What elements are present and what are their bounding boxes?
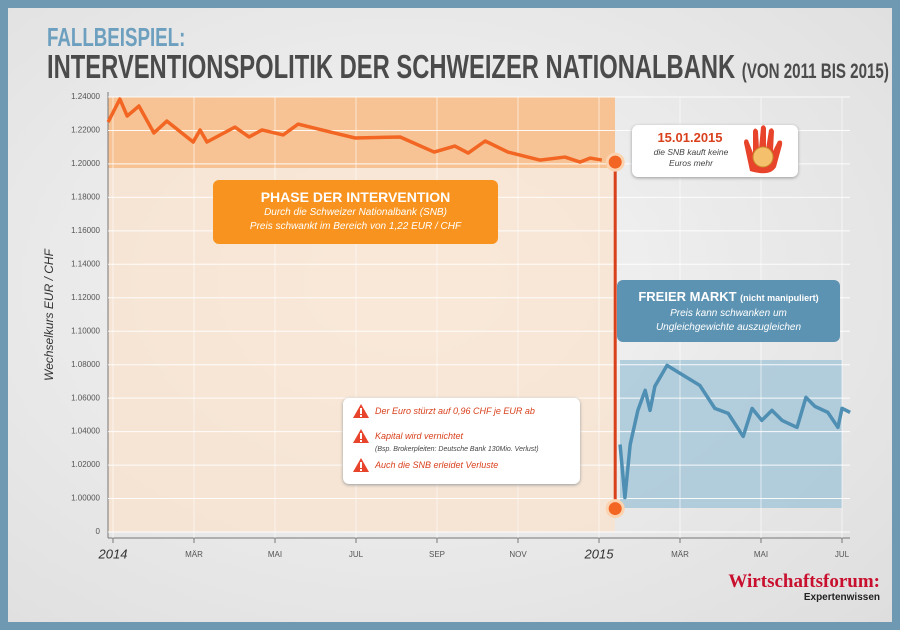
x-tick-label: 2015 — [584, 546, 615, 561]
free-line: Ungleichgewichte auszugleichen — [655, 322, 802, 333]
x-tick-label: MAI — [268, 550, 282, 559]
kicker-wrap: FALLBEISPIEL: — [47, 22, 347, 52]
phase-intervention: PHASE DER INTERVENTION Durch die Schweiz… — [213, 180, 498, 244]
y-tick-label: 1.24000 — [71, 92, 100, 101]
y-tick-label: 1.00000 — [71, 494, 100, 503]
x-tick-label: MÄR — [185, 550, 203, 559]
x-tick-label: NOV — [509, 550, 527, 559]
x-tick-label: MAI — [754, 550, 768, 559]
logo-name: Wirtschaftsforum: — [728, 571, 880, 592]
x-tick-label: MÄR — [671, 550, 689, 559]
y-tick-label: 1.10000 — [71, 326, 100, 335]
y-tick-label: 1.06000 — [71, 393, 100, 402]
free-line: Preis kann schwanken um — [670, 308, 787, 319]
y-tick-label: 1.12000 — [71, 293, 100, 302]
x-tick-label: SEP — [429, 550, 445, 559]
warning-icon — [353, 458, 369, 472]
warning-text: Der Euro stürzt auf 0,96 CHF je EUR ab — [375, 406, 535, 416]
y-tick-label: 1.18000 — [71, 192, 100, 201]
logo: Wirtschaftsforum: Expertenwissen — [700, 571, 880, 604]
free-title: FREIER MARKT — [638, 289, 737, 304]
x-tick-label: JUL — [835, 550, 850, 559]
y-tick-label: 1.14000 — [71, 259, 100, 268]
line-series — [618, 363, 851, 500]
x-tick-label: 2014 — [98, 546, 128, 561]
event-dot — [605, 499, 625, 519]
line-series — [106, 97, 603, 164]
warning-icon — [353, 404, 369, 418]
event-dot — [605, 152, 625, 172]
logo-tagline: Expertenwissen — [803, 592, 880, 603]
warning-icon — [353, 429, 369, 443]
title: INTERVENTIONSPOLITIK DER SCHWEIZER NATIO… — [47, 48, 889, 86]
warning-text: Auch die SNB erleidet Verluste — [375, 460, 499, 470]
phase-line: Durch die Schweizer Nationalbank (SNB) — [264, 207, 447, 218]
title-main: INTERVENTIONSPOLITIK DER SCHWEIZER NATIO… — [47, 48, 736, 85]
title-wrap: INTERVENTIONSPOLITIK DER SCHWEIZER NATIO… — [47, 48, 889, 85]
y-tick-label: 1.20000 — [71, 159, 100, 168]
phase-title: PHASE DER INTERVENTION — [260, 189, 451, 205]
y-tick-label: 1.22000 — [71, 126, 100, 135]
callout-text: die SNB kauft keine Euros mehr — [653, 147, 729, 168]
free-note: (nicht manipuliert) — [740, 293, 819, 303]
y-tick-label: 0 — [96, 527, 101, 536]
title-note: (VON 2011 BIS 2015) — [741, 60, 889, 83]
y-tick-label: 1.16000 — [71, 226, 100, 235]
warning-box: Der Euro stürzt auf 0,96 CHF je EUR ab Ka… — [343, 398, 580, 484]
y-tick-label: 1.02000 — [71, 460, 100, 469]
phase-free: FREIER MARKT (nicht manipuliert) Preis k… — [617, 280, 840, 342]
y-axis-label: Wechselkurs EUR / CHF — [42, 248, 56, 380]
y-tick-label: 1.04000 — [71, 427, 100, 436]
intervention-band — [108, 97, 615, 168]
hand-icon — [744, 125, 783, 174]
kicker: FALLBEISPIEL: — [47, 22, 186, 52]
y-tick-label: 1.08000 — [71, 360, 100, 369]
warning-text: Kapital wird vernichtet — [375, 431, 464, 441]
callout-date: 15.01.2015 — [657, 130, 723, 145]
date-callout: 15.01.2015 die SNB kauft keine Euros meh… — [632, 125, 798, 177]
x-tick-label: JUL — [349, 550, 364, 559]
warning-text: (Bsp. Brokerpleiten: Deutsche Bank 130Mi… — [375, 446, 539, 453]
phase-line: Preis schwankt im Bereich von 1,22 EUR /… — [249, 221, 462, 232]
free-market-band — [620, 360, 842, 508]
